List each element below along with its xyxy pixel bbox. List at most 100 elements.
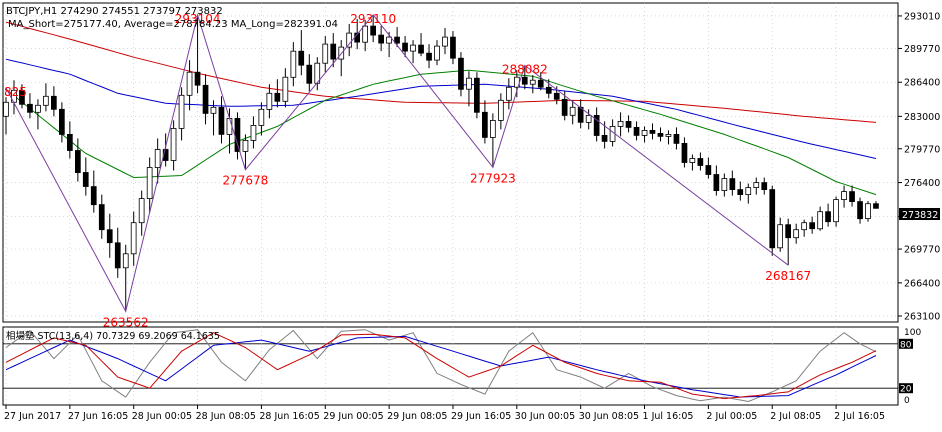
candle <box>202 74 209 125</box>
time-tick-label: 29 Jun 16:05 <box>451 411 511 422</box>
ma-values-header: MA_Short=275177.40, Average=278784.23 MA… <box>8 19 338 30</box>
candle-body <box>27 103 33 113</box>
candle <box>442 28 448 55</box>
candlesticks <box>3 14 879 312</box>
ma-long-line <box>5 21 877 123</box>
candle <box>849 185 855 207</box>
candle <box>402 36 408 58</box>
candle <box>130 211 137 266</box>
candle-body <box>154 149 161 169</box>
zigzag-line <box>5 13 789 313</box>
zigzag-label: 263562 <box>103 315 149 329</box>
candle <box>633 121 640 141</box>
candle <box>689 154 696 171</box>
candle <box>122 244 129 312</box>
candle-body <box>809 222 816 230</box>
candle <box>418 33 424 57</box>
candle-body <box>330 43 337 60</box>
candle <box>370 14 377 43</box>
candle <box>266 84 273 119</box>
candle <box>665 130 672 145</box>
candle-body <box>769 189 776 249</box>
candle <box>194 14 201 94</box>
symbol-header: BTCJPY,H1 274290 274551 273797 273832 <box>6 6 223 17</box>
price-tick-label: 279770 <box>904 144 940 155</box>
candle <box>3 97 9 135</box>
candle <box>753 177 760 195</box>
candle <box>873 201 879 209</box>
zigzag-label: 293104 <box>175 12 221 26</box>
candle-body <box>681 142 688 163</box>
time-tick-label: 2 Jul 16:05 <box>834 411 885 422</box>
candle-body <box>673 133 680 144</box>
candle <box>641 126 648 143</box>
candle <box>466 71 472 107</box>
candle <box>705 157 712 179</box>
time-tick-label: 30 Jun 08:05 <box>579 411 639 422</box>
zigzag-indicator: 825 263562 293104 277678 293110 277923 288082 2… <box>4 12 811 329</box>
candle-body <box>202 84 209 114</box>
candle-body <box>865 203 871 219</box>
candle-body <box>3 101 9 117</box>
candle-body <box>98 204 105 231</box>
candle-body <box>242 139 249 152</box>
candle-body <box>705 165 712 175</box>
candle <box>106 213 113 258</box>
candle <box>505 78 512 110</box>
zigzag-label: 277678 <box>222 174 268 188</box>
candle <box>330 33 337 68</box>
candle-body <box>43 95 49 106</box>
candle <box>322 36 329 73</box>
candle <box>729 170 736 196</box>
candle <box>346 24 353 57</box>
price-tick-label: 266400 <box>904 278 940 289</box>
time-tick-label: 28 Jun 08:05 <box>196 411 256 422</box>
price-tick-label: 276400 <box>904 178 940 189</box>
candle-body <box>90 186 97 206</box>
candle-body <box>410 44 416 52</box>
current-price-label: 273832 <box>902 210 938 221</box>
candle-body <box>146 167 153 200</box>
candle-body <box>106 229 113 244</box>
candle <box>593 107 600 142</box>
candle-body <box>370 25 377 36</box>
candle <box>75 138 81 182</box>
candle-body <box>186 71 193 96</box>
candle-body <box>849 191 855 203</box>
candle-body <box>82 172 89 187</box>
candle-body <box>489 120 496 138</box>
candle-body <box>721 178 728 192</box>
candle <box>35 99 41 130</box>
candle-body <box>458 57 464 90</box>
candle <box>434 40 440 66</box>
candle <box>569 100 576 125</box>
candle <box>489 113 496 168</box>
candle-body <box>545 86 552 94</box>
candle-body <box>442 36 448 47</box>
candle <box>426 44 432 69</box>
candle <box>673 127 680 150</box>
candle-body <box>114 242 121 269</box>
candle <box>785 218 792 266</box>
candle <box>82 157 89 196</box>
candle-body <box>833 199 839 223</box>
zigzag-label: 277923 <box>470 171 516 185</box>
candle-body <box>665 133 672 137</box>
candle <box>865 201 871 222</box>
candle-body <box>521 76 528 85</box>
candle-body <box>753 182 760 189</box>
zigzag-label: 268167 <box>765 269 811 283</box>
stc-main-line <box>5 332 877 400</box>
candle <box>67 121 73 159</box>
candle-body <box>298 50 305 66</box>
stc-axis-label: 100 <box>904 328 921 338</box>
time-tick-label: 29 Jun 08:05 <box>387 411 447 422</box>
candle-body <box>138 198 145 224</box>
time-tick-label: 29 Jun 00:05 <box>323 411 383 422</box>
candle <box>857 197 863 224</box>
candle <box>98 194 105 239</box>
candle-body <box>418 44 424 54</box>
candle <box>298 30 305 76</box>
